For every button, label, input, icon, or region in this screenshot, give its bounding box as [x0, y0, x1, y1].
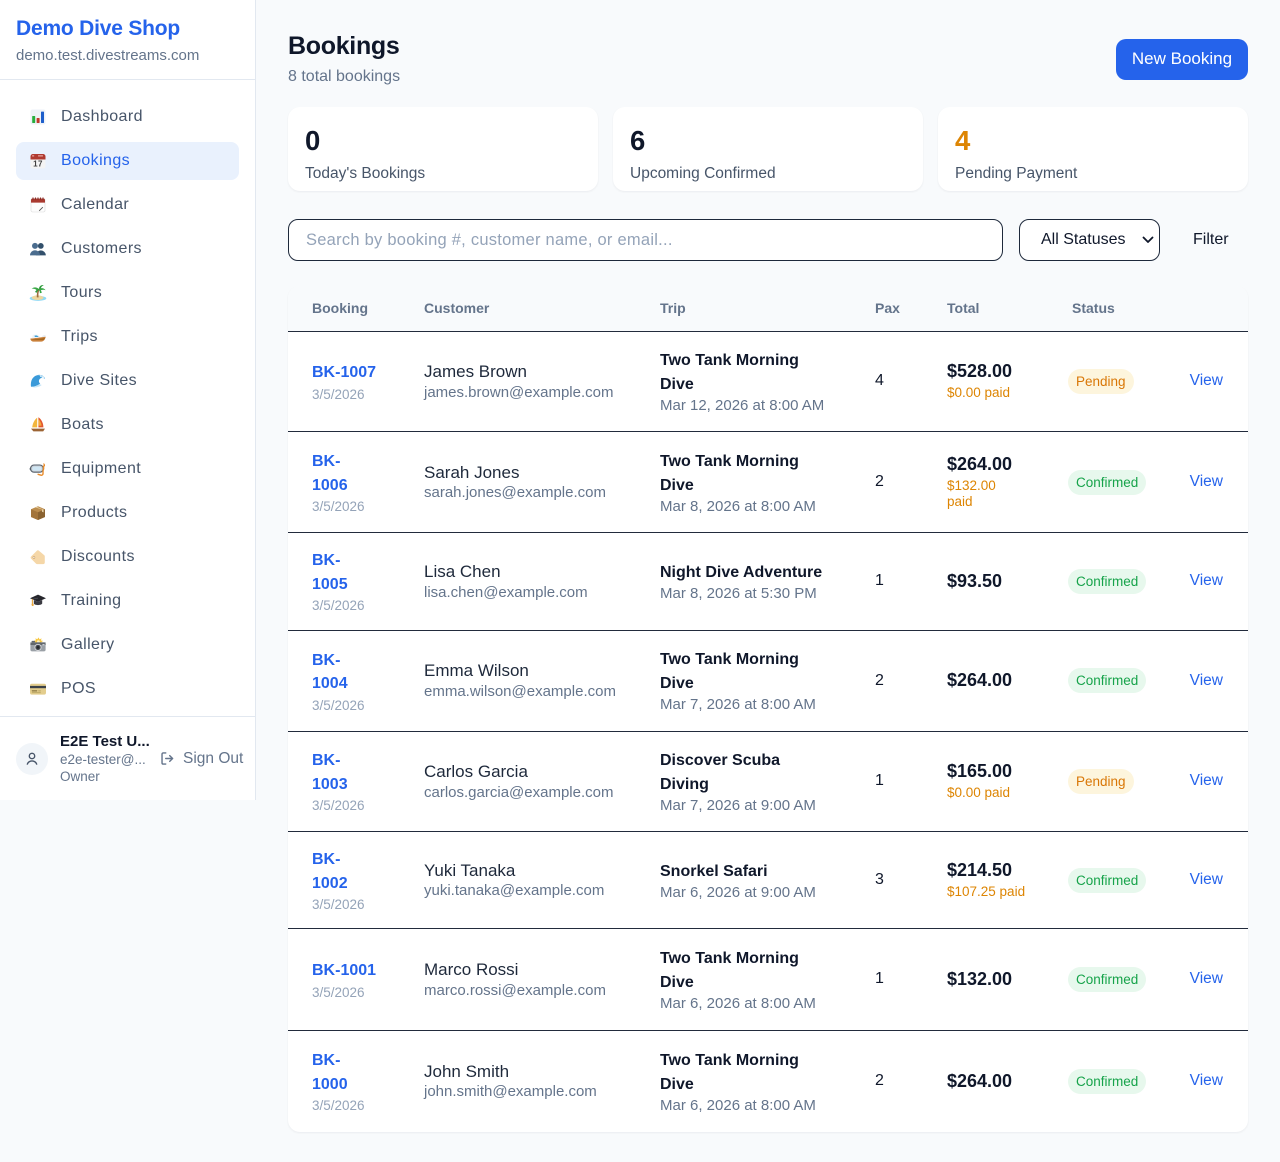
svg-text:17: 17 [33, 160, 43, 169]
